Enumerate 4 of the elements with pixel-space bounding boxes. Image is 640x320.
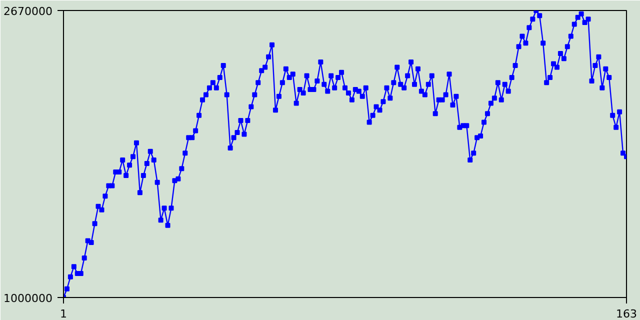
x-tick-label: 1 bbox=[60, 308, 67, 320]
x-tick-label: 163 bbox=[616, 308, 637, 320]
y-tick-label: 1000000 bbox=[4, 292, 53, 305]
y-tick-label: 2670000 bbox=[4, 5, 53, 18]
